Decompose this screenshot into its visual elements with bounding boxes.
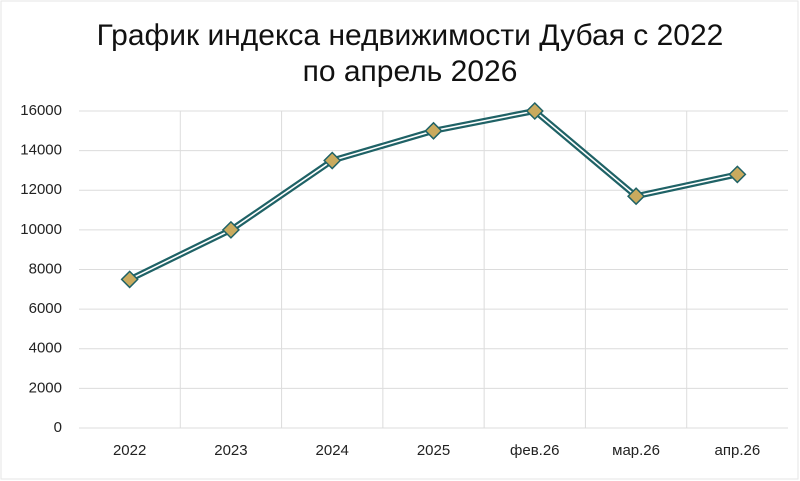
marker — [221, 220, 240, 239]
chart-title: График индекса недвижимости Дубая с 2022… — [96, 19, 724, 88]
marker — [424, 121, 443, 140]
marker — [120, 270, 139, 289]
y-tick-label: 10000 — [20, 221, 62, 238]
marker — [525, 101, 544, 121]
y-tick-label: 2000 — [29, 379, 62, 396]
x-tick-label: апр.26 — [715, 442, 761, 459]
x-tick-label: фев.26 — [510, 442, 560, 459]
y-tick-label: 4000 — [29, 340, 62, 357]
x-tick-label: 2024 — [316, 442, 349, 459]
y-tick-label: 16000 — [20, 102, 62, 119]
x-tick-label: 2025 — [417, 442, 450, 459]
y-tick-label: 12000 — [20, 181, 62, 198]
y-tick-label: 0 — [54, 419, 62, 436]
marker — [627, 187, 646, 206]
x-tick-label: мар.26 — [612, 442, 660, 459]
y-tick-label: 14000 — [20, 142, 62, 159]
y-tick-label: 8000 — [29, 260, 62, 277]
x-tick-label: 2023 — [214, 442, 247, 459]
y-tick-label: 6000 — [29, 300, 62, 317]
marker — [728, 165, 747, 184]
marker — [323, 151, 342, 170]
x-tick-label: 2022 — [113, 442, 146, 459]
